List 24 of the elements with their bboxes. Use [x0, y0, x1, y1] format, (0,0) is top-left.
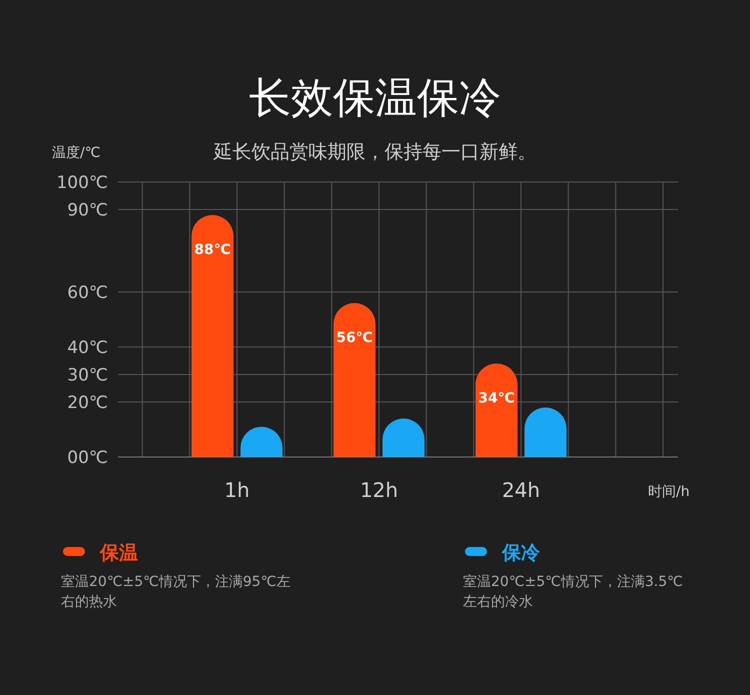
data-label: 88℃	[194, 242, 231, 258]
y-tick-label: 20℃	[67, 393, 108, 413]
text: 室温20℃±5℃情况下，注满3.5℃左右的冷水	[463, 573, 684, 612]
legend-label: 保冷	[501, 542, 541, 564]
legend-label: 保温	[99, 542, 138, 564]
y-tick-label: 00℃	[67, 448, 108, 468]
data-label: 56℃	[336, 330, 373, 346]
y-tick-label: 30℃	[67, 366, 108, 386]
y-axis-title: 温度/℃	[52, 145, 100, 161]
chart-title: 长效保温保冷	[249, 73, 501, 122]
y-tick-label: 90℃	[67, 200, 108, 220]
text: 室温20℃±5℃情况下，注满95℃左右的热水	[61, 573, 291, 612]
data-label: 34℃	[478, 390, 515, 406]
y-tick-label: 40℃	[67, 338, 108, 358]
x-axis-title: 时间/h	[648, 484, 690, 500]
y-tick-label: 100℃	[56, 173, 108, 193]
x-tick-label: 12h	[360, 478, 398, 502]
bar	[334, 303, 376, 457]
bar	[476, 364, 518, 457]
y-tick-label: 60℃	[67, 283, 108, 303]
x-tick-label: 24h	[502, 478, 540, 502]
chart-subtitle: 延长饮品赏味期限，保持每一口新鲜。	[212, 141, 536, 163]
x-tick-label: 1h	[224, 478, 250, 502]
bar	[192, 215, 234, 457]
